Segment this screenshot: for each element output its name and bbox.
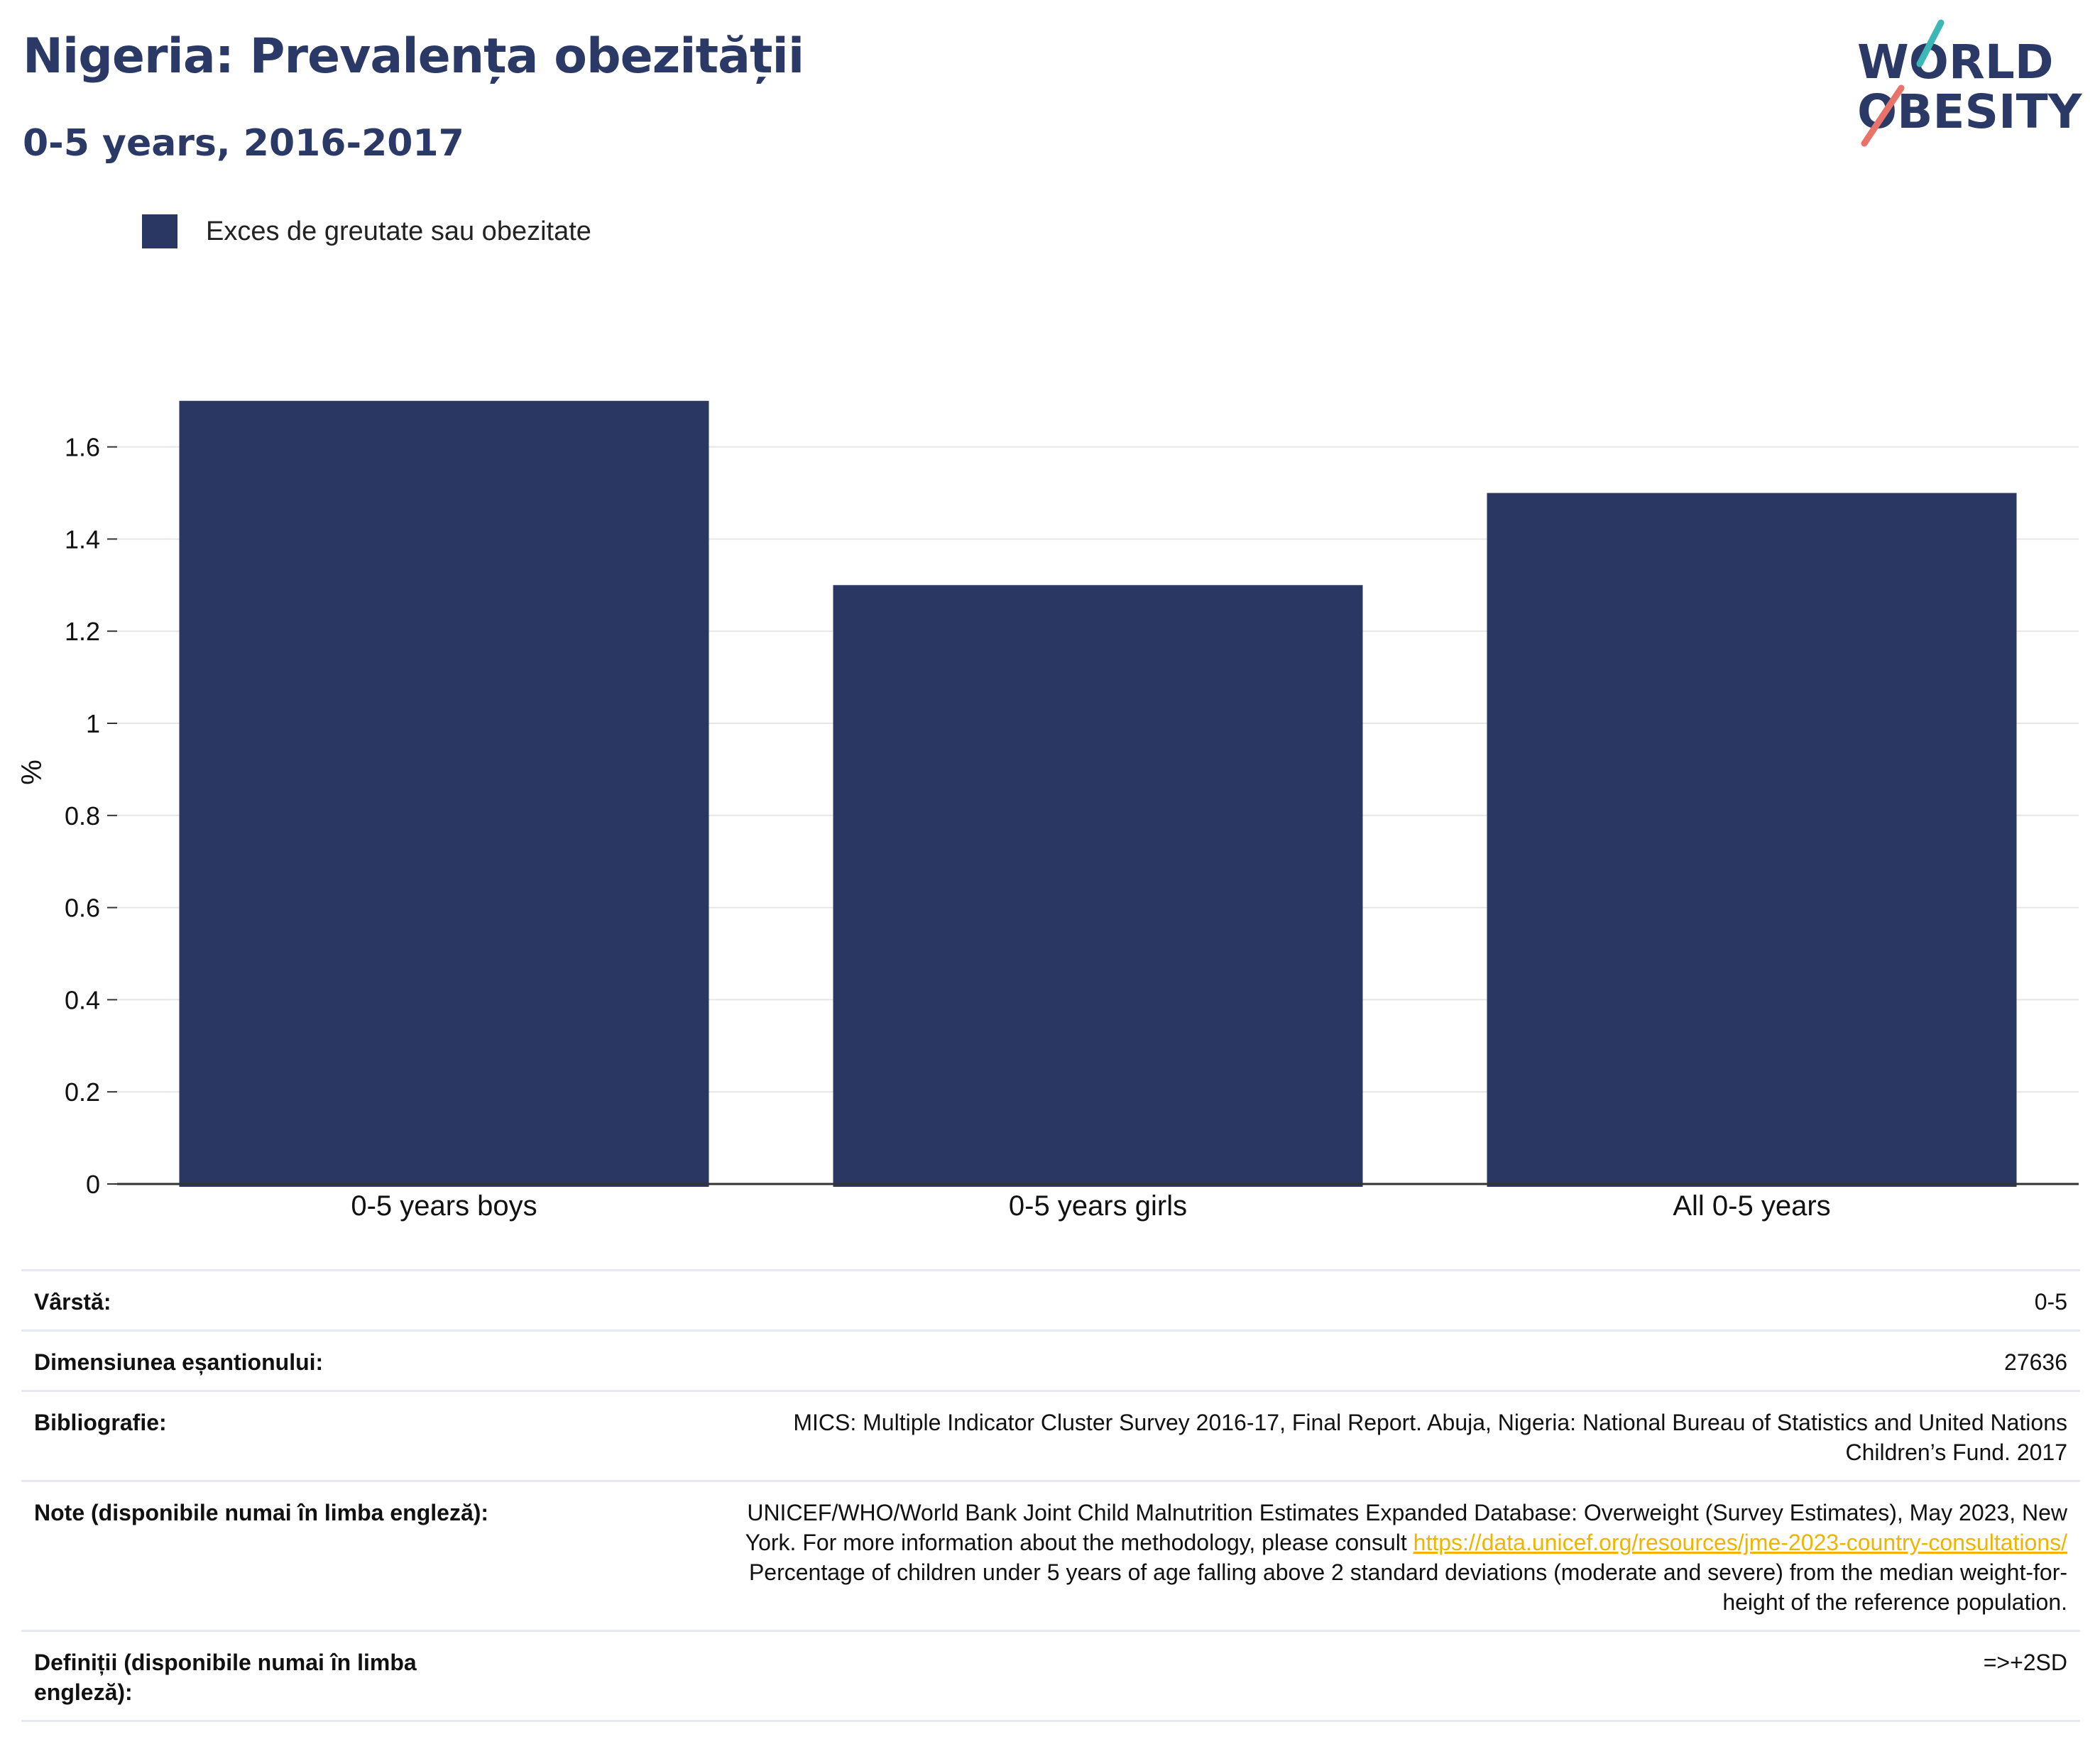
definitions-label-line-2: engleză): xyxy=(34,1679,133,1705)
y-axis-label: % xyxy=(16,760,48,785)
sample-size-value: 27636 xyxy=(2004,1349,2067,1375)
info-row-sample-size: Dimensiunea eșantionului: 27636 xyxy=(21,1329,2080,1390)
age-value: 0-5 xyxy=(2034,1289,2067,1315)
y-axis-ticks: 0 0.2 0.4 0.6 0.8 1 1.2 1.4 1.6 xyxy=(65,433,117,1199)
world-obesity-logo: WORLD OBESITY xyxy=(1857,19,2083,147)
bibliography-line-1: MICS: Multiple Indicator Cluster Survey … xyxy=(793,1410,2067,1435)
legend-label: Exces de greutate sau obezitate xyxy=(206,216,591,246)
info-row-age: Vârstă: 0-5 xyxy=(21,1269,2080,1329)
definitions-value: =>+2SD xyxy=(1983,1650,2067,1675)
y-tick-label: 0.2 xyxy=(65,1078,100,1107)
logo-word-world: WORLD xyxy=(1857,35,2054,89)
methodology-link[interactable]: https://data.unicef.org/resources/jme-20… xyxy=(1413,1530,2067,1555)
notes-line-2: York. For more information about the met… xyxy=(745,1530,1407,1555)
sample-size-label: Dimensiunea eșantionului: xyxy=(34,1349,324,1375)
bibliography-label: Bibliografie: xyxy=(34,1410,167,1435)
y-tick-label: 0.8 xyxy=(65,801,100,830)
y-tick-label: 1 xyxy=(86,709,100,738)
y-tick-label: 0.4 xyxy=(65,985,100,1014)
info-table: Vârstă: 0-5 Dimensiunea eșantionului: 27… xyxy=(21,1269,2080,1722)
bar-chart: 00.20.40.60.811.21.41.6 0-5 years boys 0-… xyxy=(16,400,2079,1222)
y-tick-label: 0 xyxy=(86,1170,100,1199)
chart-legend[interactable]: Exces de greutate sau obezitate xyxy=(142,213,591,250)
definitions-label: Definiții (disponibile numai în limba en… xyxy=(34,1647,496,1707)
y-tick-label: 1.6 xyxy=(65,433,100,462)
x-axis-labels: 0-5 years boys 0-5 years girls All 0-5 yea… xyxy=(351,1190,1830,1222)
bar xyxy=(179,400,709,1188)
x-tick-label: 0-5 years girls xyxy=(1009,1190,1187,1222)
notes-line-1: UNICEF/WHO/World Bank Joint Child Malnut… xyxy=(747,1500,2067,1525)
bibliography-line-2: Children’s Fund. 2017 xyxy=(1845,1440,2068,1465)
notes-value: UNICEF/WHO/World Bank Joint Child Malnut… xyxy=(496,1498,2067,1617)
x-tick-label: 0-5 years boys xyxy=(351,1190,537,1222)
y-tick-label: 1.2 xyxy=(65,617,100,646)
x-tick-label: All 0-5 years xyxy=(1673,1190,1830,1222)
y-tick-label: 1.4 xyxy=(65,525,100,554)
logo-coral-slash xyxy=(1861,84,1905,147)
info-row-bibliography: Bibliografie: MICS: Multiple Indicator C… xyxy=(21,1390,2080,1480)
bar xyxy=(1487,493,2017,1187)
page-subtitle: 0-5 years, 2016-2017 xyxy=(23,122,464,165)
y-tick-label: 0.6 xyxy=(65,894,100,923)
logo-teal-slash xyxy=(1916,19,1945,67)
notes-line-3: Percentage of children under 5 years of … xyxy=(748,1559,2067,1585)
page-title: Nigeria: Prevalența obezității xyxy=(23,28,804,84)
bar xyxy=(833,585,1363,1187)
notes-line-4: height of the reference population. xyxy=(1722,1589,2067,1615)
bars xyxy=(179,400,2017,1188)
legend-swatch xyxy=(142,214,177,248)
notes-label: Note (disponibile numai în limba engleză… xyxy=(34,1500,489,1525)
info-row-definitions: Definiții (disponibile numai în limba en… xyxy=(21,1630,2080,1722)
definitions-label-line-1: Definiții (disponibile numai în limba xyxy=(34,1650,417,1675)
age-label: Vârstă: xyxy=(34,1289,111,1315)
bibliography-value: MICS: Multiple Indicator Cluster Survey … xyxy=(496,1408,2067,1467)
info-row-notes: Note (disponibile numai în limba engleză… xyxy=(21,1480,2080,1630)
